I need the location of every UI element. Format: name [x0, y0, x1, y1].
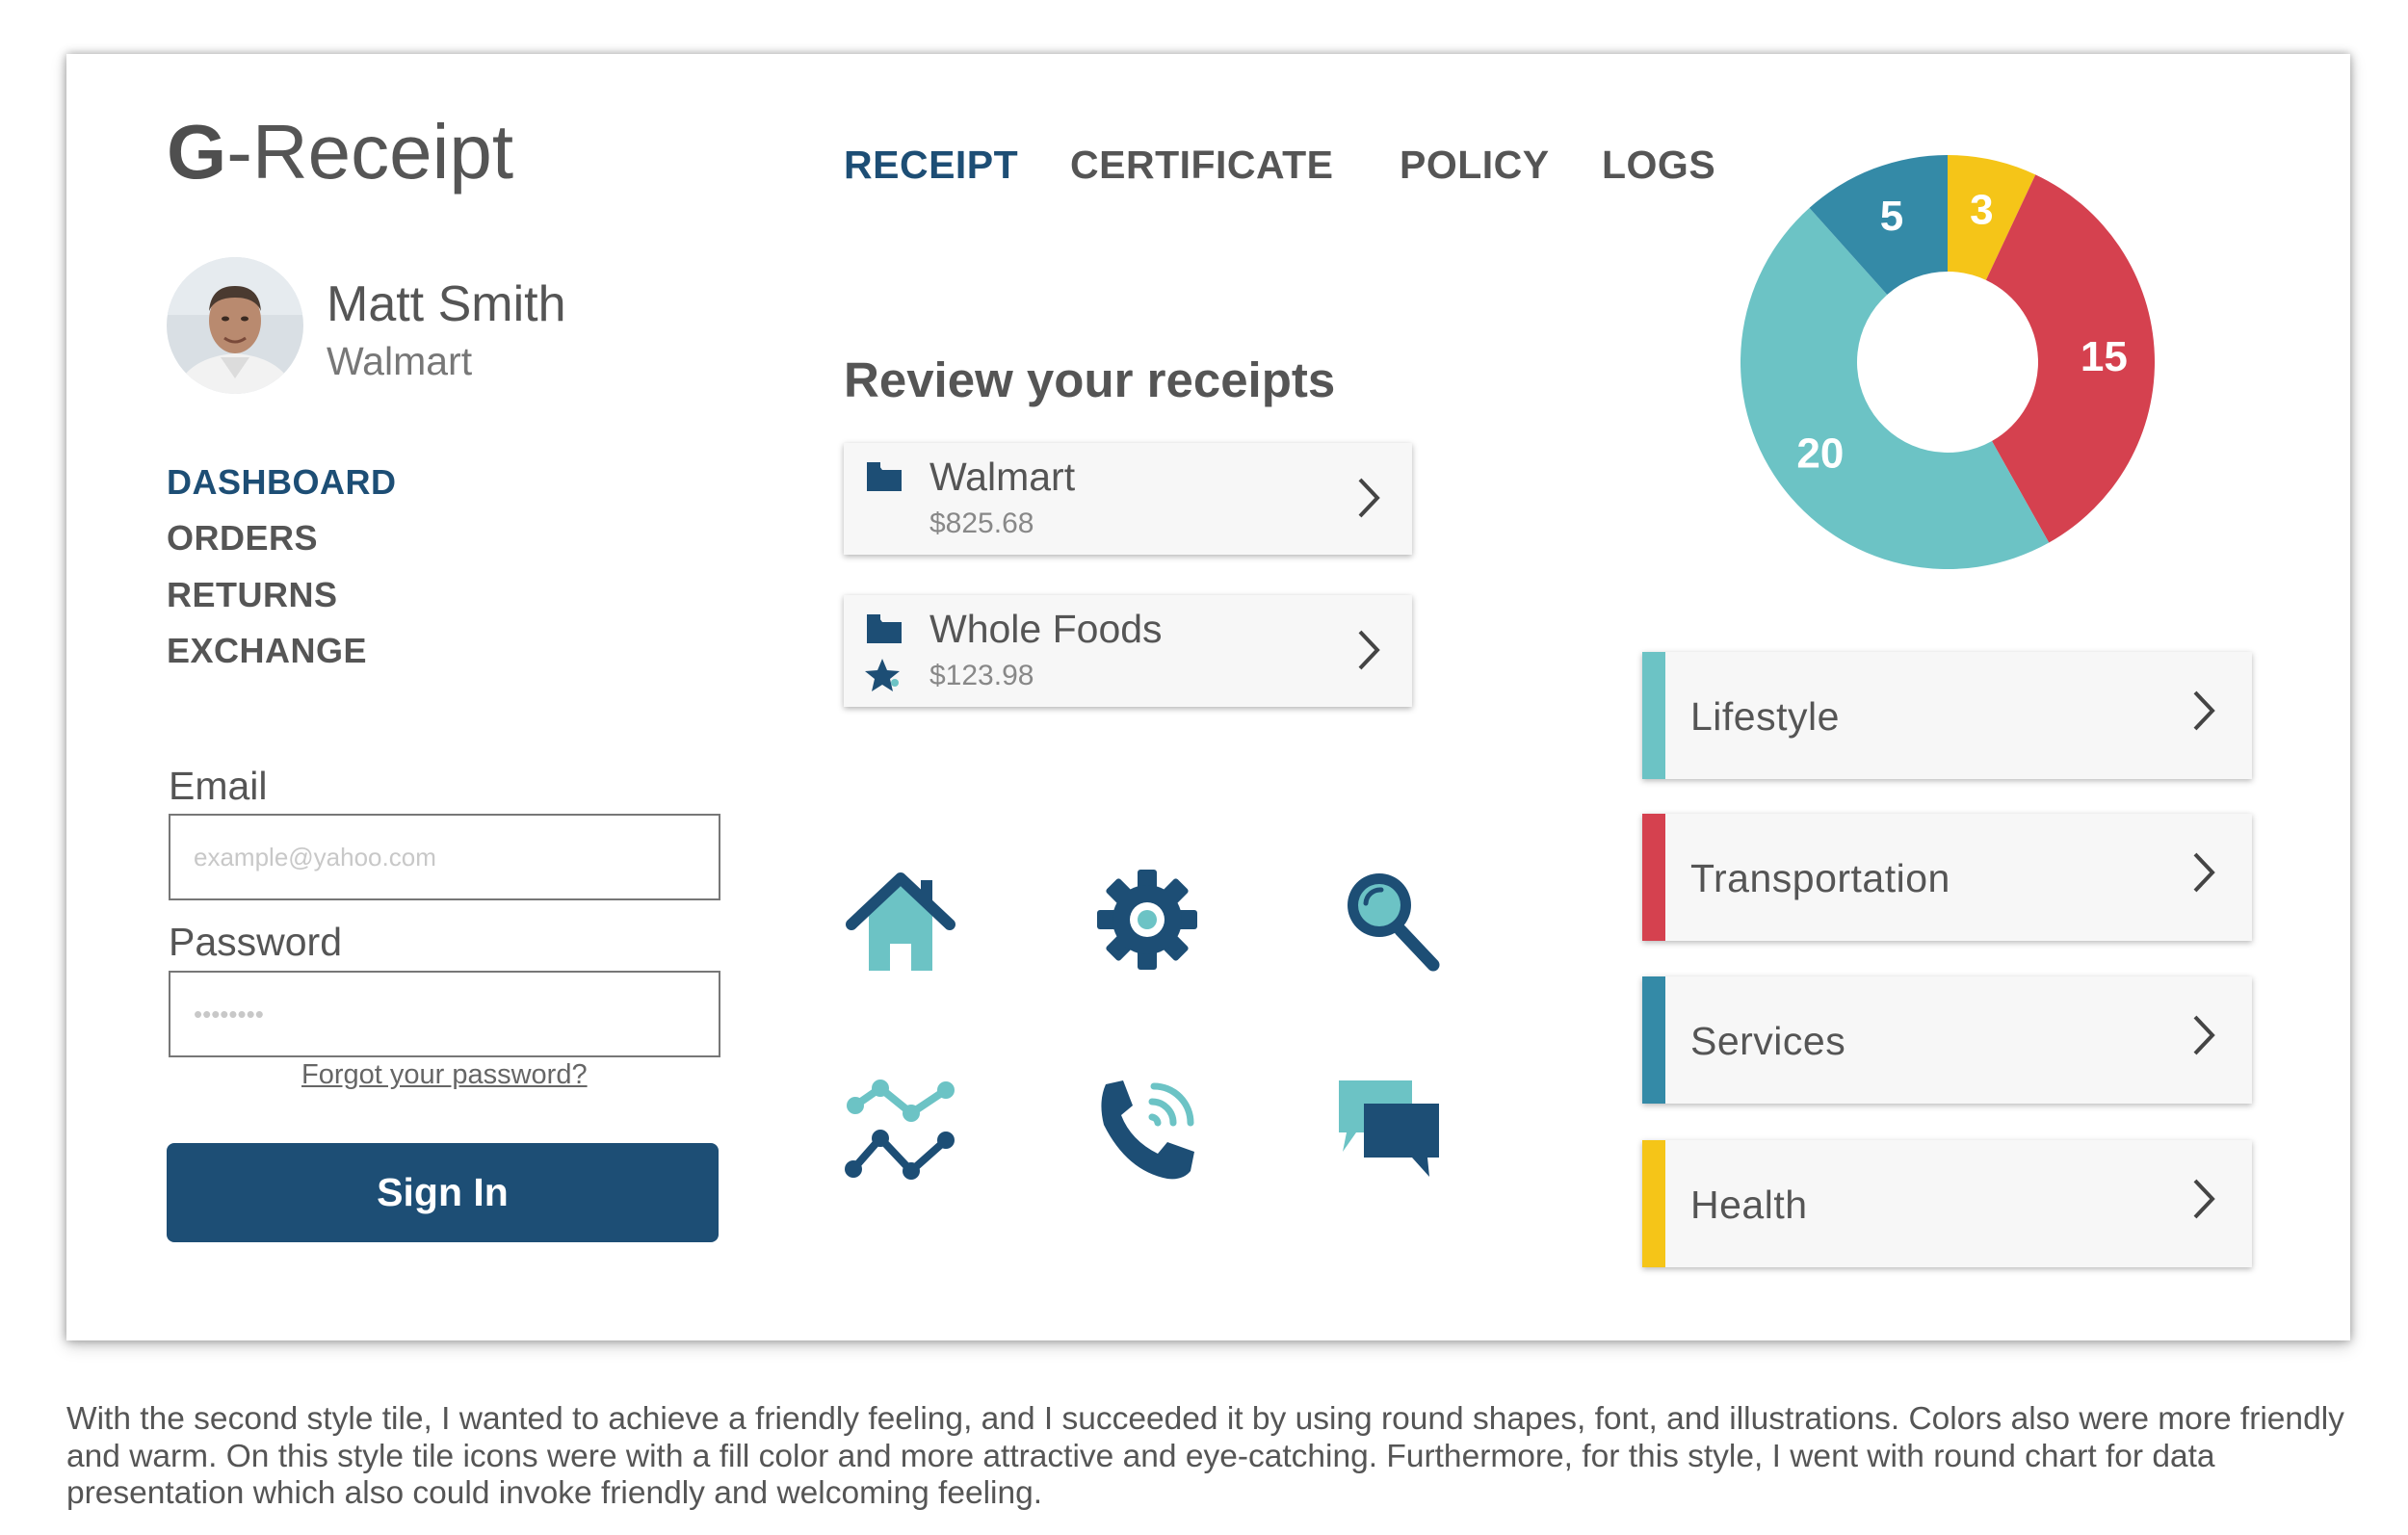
- chevron-right-icon: [2193, 690, 2215, 731]
- category-lifestyle[interactable]: Lifestyle: [1642, 652, 2252, 779]
- gear-icon[interactable]: [1096, 869, 1198, 971]
- tab-certificate[interactable]: CERTIFICATE: [1070, 143, 1334, 187]
- category-color-bar: [1642, 814, 1665, 941]
- category-transportation[interactable]: Transportation: [1642, 814, 2252, 941]
- star-icon: [865, 659, 900, 691]
- tab-policy[interactable]: POLICY: [1400, 143, 1550, 187]
- user-company: Walmart: [327, 339, 473, 383]
- email-field[interactable]: [169, 814, 720, 900]
- category-color-bar: [1642, 652, 1665, 779]
- donut-label-0: 3: [1970, 186, 1993, 233]
- tab-logs[interactable]: LOGS: [1602, 143, 1716, 187]
- tab-receipt[interactable]: RECEIPT: [844, 143, 1019, 187]
- category-donut-chart: 3 15 20 5: [1741, 155, 2155, 570]
- donut-slice-1: [1985, 174, 2155, 543]
- category-color-bar: [1642, 976, 1665, 1104]
- receipt-card-whole-foods[interactable]: Whole Foods $123.98: [844, 595, 1412, 707]
- chart-line-icon[interactable]: [842, 1077, 961, 1184]
- category-label: Transportation: [1690, 856, 1950, 900]
- side-menu-orders[interactable]: ORDERS: [167, 518, 319, 558]
- category-color-bar: [1642, 1140, 1665, 1267]
- category-label: Services: [1690, 1019, 1846, 1063]
- sign-in-button[interactable]: Sign In: [167, 1143, 719, 1242]
- section-title: Review your receipts: [844, 352, 1336, 407]
- email-label: Email: [169, 764, 268, 808]
- chat-icon[interactable]: [1335, 1077, 1443, 1181]
- side-menu-returns[interactable]: RETURNS: [167, 575, 338, 614]
- donut-label-1: 15: [2081, 333, 2128, 380]
- donut-slice-0: [1948, 155, 2036, 280]
- user-name: Matt Smith: [327, 276, 566, 332]
- category-services[interactable]: Services: [1642, 976, 2252, 1104]
- search-icon[interactable]: [1341, 867, 1443, 975]
- chevron-right-icon: [2193, 852, 2215, 893]
- category-label: Health: [1690, 1183, 1808, 1227]
- receipt-amount: $825.68: [929, 507, 1034, 539]
- receipt-store: Walmart: [929, 455, 1076, 499]
- chevron-right-icon: [2193, 1179, 2215, 1219]
- donut-slice-2: [1741, 207, 2050, 570]
- chevron-right-icon: [1358, 630, 1380, 670]
- app-logo: G-Receipt: [167, 108, 513, 196]
- chevron-right-icon: [1358, 478, 1380, 518]
- avatar[interactable]: [167, 257, 303, 394]
- caption-text: With the second style tile, I wanted to …: [66, 1401, 2344, 1511]
- avatar-photo: [167, 257, 303, 394]
- side-menu-dashboard[interactable]: DASHBOARD: [167, 462, 397, 502]
- folder-icon: [867, 614, 902, 643]
- category-label: Lifestyle: [1690, 694, 1840, 739]
- receipt-amount: $123.98: [929, 660, 1034, 691]
- phone-icon[interactable]: [1094, 1077, 1202, 1184]
- forgot-password-link[interactable]: Forgot your password?: [301, 1059, 588, 1090]
- password-field[interactable]: [169, 971, 720, 1057]
- receipt-card-walmart[interactable]: Walmart $825.68: [844, 443, 1412, 555]
- donut-label-3: 5: [1880, 193, 1903, 240]
- logo-text: -Receipt: [226, 109, 514, 195]
- logo-bold: G: [167, 109, 227, 195]
- donut-slice-3: [1809, 155, 1948, 295]
- receipt-store: Whole Foods: [929, 607, 1163, 651]
- chevron-right-icon: [2193, 1015, 2215, 1055]
- folder-icon: [867, 462, 902, 491]
- home-icon[interactable]: [844, 867, 957, 975]
- donut-label-2: 20: [1796, 430, 1844, 478]
- side-menu-exchange[interactable]: EXCHANGE: [167, 631, 368, 670]
- password-label: Password: [169, 920, 343, 964]
- category-health[interactable]: Health: [1642, 1140, 2252, 1267]
